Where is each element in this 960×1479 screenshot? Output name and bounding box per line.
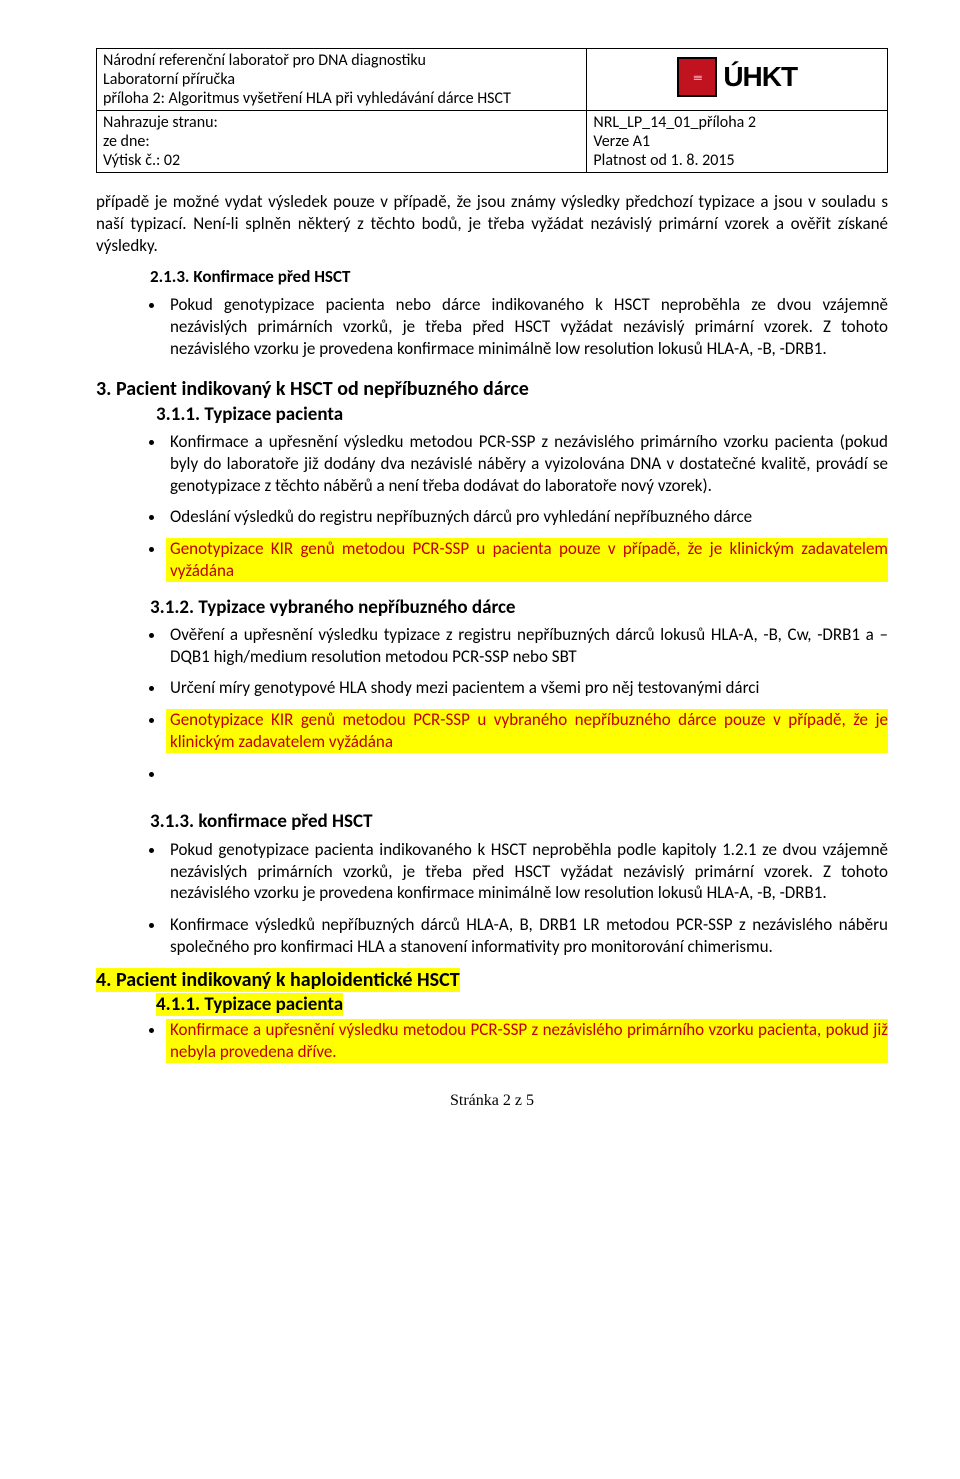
- header-right-bottom: NRL_LP_14_01_příloha 2 Verze A1 Platnost…: [587, 111, 888, 173]
- list-3-1-2: Ověření a upřesnění výsledku typizace z …: [96, 624, 888, 785]
- heading-3-1-3: 3.1.3. konfirmace před HSCT: [150, 810, 888, 834]
- document-page: Národní referenční laboratoř pro DNA dia…: [0, 0, 960, 1131]
- section-4-block: 4. Pacient indikovaný k haploidentické H…: [96, 968, 888, 1018]
- heading-4: 4. Pacient indikovaný k haploidentické H…: [96, 968, 888, 994]
- doc-validity: Platnost od 1. 8. 2015: [593, 151, 881, 170]
- list-2-1-3: Pokud genotypizace pacienta nebo dárce i…: [96, 294, 888, 359]
- header-left-bottom: Nahrazuje stranu: ze dne: Výtisk č.: 02: [97, 111, 587, 173]
- logo-icon-inner: ≡≡: [693, 71, 701, 84]
- heading-4-1-1: 4.1.1. Typizace pacienta: [156, 993, 888, 1017]
- list-3-1-1: Konfirmace a upřesnění výsledku metodou …: [96, 431, 888, 582]
- document-header: Národní referenční laboratoř pro DNA dia…: [96, 48, 888, 173]
- doc-version: Verze A1: [593, 132, 881, 151]
- heading-4-text: 4. Pacient indikovaný k haploidentické H…: [96, 968, 460, 992]
- manual-title: Laboratorní příručka: [103, 70, 580, 89]
- heading-4-1-1-text: 4.1.1. Typizace pacienta: [156, 993, 343, 1016]
- list-item: Pokud genotypizace pacienta nebo dárce i…: [166, 294, 888, 359]
- list-item: Konfirmace výsledků nepříbuzných dárců H…: [166, 914, 888, 958]
- annex-title: příloha 2: Algoritmus vyšetření HLA při …: [103, 89, 580, 108]
- highlighted-text: Genotypizace KIR genů metodou PCR-SSP u …: [170, 538, 888, 581]
- logo-icon: ≡≡: [677, 57, 717, 97]
- intro-paragraph: případě je možné vydat výsledek pouze v …: [96, 191, 888, 256]
- list-item: Ověření a upřesnění výsledku typizace z …: [166, 624, 888, 668]
- logo-text: ÚHKT: [723, 61, 797, 93]
- header-left-top: Národní referenční laboratoř pro DNA dia…: [97, 49, 587, 111]
- header-logo-cell: ≡≡ ÚHKT: [587, 49, 888, 111]
- list-item: Určení míry genotypové HLA shody mezi pa…: [166, 677, 888, 699]
- heading-3-1-1: 3.1.1. Typizace pacienta: [156, 403, 888, 427]
- list-item-highlighted: Konfirmace a upřesnění výsledku metodou …: [166, 1019, 888, 1063]
- highlighted-text: Genotypizace KIR genů metodou PCR-SSP u …: [170, 709, 888, 752]
- logo-block: ≡≡ ÚHKT: [593, 51, 881, 103]
- doc-code: NRL_LP_14_01_příloha 2: [593, 113, 881, 132]
- list-item: Konfirmace a upřesnění výsledku metodou …: [166, 431, 888, 496]
- document-body: případě je možné vydat výsledek pouze v …: [96, 191, 888, 1111]
- lab-name: Národní referenční laboratoř pro DNA dia…: [103, 51, 580, 70]
- print-no-line: Výtisk č.: 02: [103, 151, 580, 170]
- list-item: Odeslání výsledků do registru nepříbuzný…: [166, 506, 888, 528]
- from-date-line: ze dne:: [103, 132, 580, 151]
- list-4-1-1: Konfirmace a upřesnění výsledku metodou …: [96, 1019, 888, 1063]
- highlighted-text: Konfirmace a upřesnění výsledku metodou …: [170, 1019, 888, 1062]
- list-item-highlighted: Genotypizace KIR genů metodou PCR-SSP u …: [166, 538, 888, 582]
- list-item: Pokud genotypizace pacienta indikovaného…: [166, 839, 888, 904]
- heading-3-1-2: 3.1.2. Typizace vybraného nepříbuzného d…: [150, 596, 888, 620]
- replaces-line: Nahrazuje stranu:: [103, 113, 580, 132]
- page-footer: Stránka 2 z 5: [96, 1091, 888, 1111]
- list-item-highlighted: Genotypizace KIR genů metodou PCR-SSP u …: [166, 709, 888, 753]
- list-3-1-3: Pokud genotypizace pacienta indikovaného…: [96, 839, 888, 958]
- list-item-empty: [166, 763, 888, 785]
- heading-2-1-3: 2.1.3. Konfirmace před HSCT: [150, 266, 888, 288]
- heading-3: 3. Pacient indikovaný k HSCT od nepříbuz…: [96, 377, 888, 403]
